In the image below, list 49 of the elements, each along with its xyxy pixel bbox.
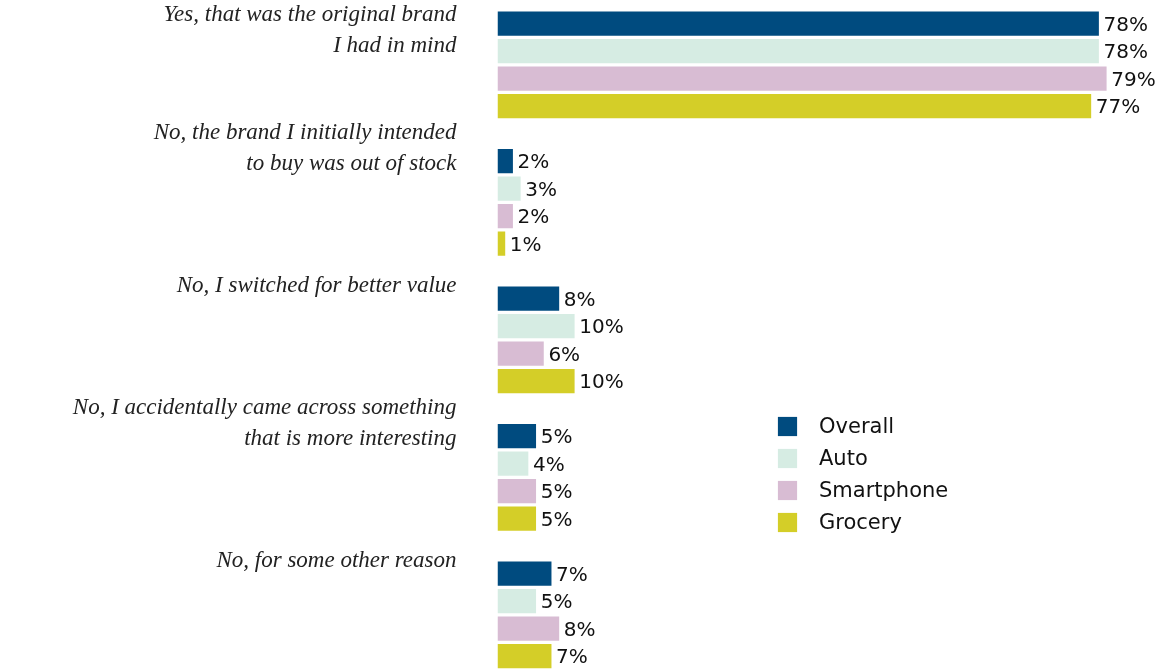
bar [497,94,1092,119]
legend-label: Overall [819,414,895,438]
data-label: 10% [579,369,624,394]
data-label: 2% [517,204,550,229]
legend-label: Auto [819,446,868,470]
bar [497,39,1099,64]
bar [497,204,513,229]
data-label: 78% [1103,11,1148,36]
data-label: 10% [579,314,624,339]
bar [497,176,521,201]
bar [497,589,537,614]
data-label: 7% [556,561,588,586]
bar [497,149,513,174]
y-tick-label: No, for some other reason [215,547,457,573]
data-label: 4% [532,451,565,476]
data-label: 77% [1095,94,1141,119]
legend-label: Grocery [819,510,902,534]
data-label: 6% [548,341,581,366]
bar [497,66,1107,91]
bar [497,451,529,476]
data-label: 3% [525,176,557,201]
data-label: 5% [540,479,573,504]
y-tick-label: Yes, that was the original brand I had in mind [163,0,457,57]
y-tick-label: No, I accidentally came across something that is more interesting [71,394,457,451]
legend-label: Smartphone [819,478,949,502]
bar [497,616,560,641]
y-tick-label: No, I switched for better value [175,272,457,298]
data-label: 8% [563,616,596,641]
data-label: 79% [1111,66,1156,91]
data-label: 5% [540,424,573,449]
bar [497,561,552,586]
bar [497,341,544,366]
bar [497,506,537,531]
bar [497,11,1099,36]
data-label: 7% [556,644,588,669]
data-label: 8% [563,286,596,311]
data-label: 5% [540,589,573,614]
bar [497,369,575,394]
bar [497,424,537,449]
data-label: 5% [540,506,573,531]
bar [497,644,552,669]
bar [497,231,506,256]
data-label: 1% [509,231,542,256]
bar [497,286,560,311]
data-label: 2% [517,149,550,174]
data-label: 78% [1103,39,1148,64]
y-tick-label: No, the brand I initially intended to buy was out of stock [152,119,458,176]
bar [497,314,575,339]
bar [497,479,537,504]
